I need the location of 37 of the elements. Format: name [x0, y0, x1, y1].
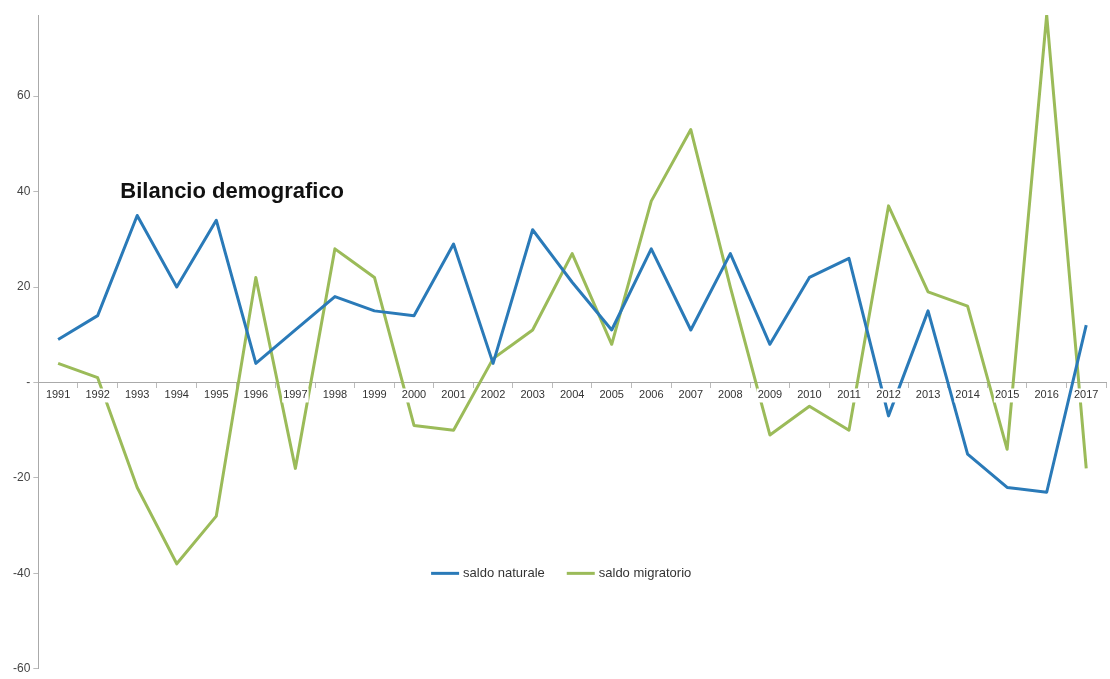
x-tick-label: 1998 [322, 388, 348, 401]
y-tick-label: - [26, 374, 31, 389]
x-tick-label: 1991 [45, 388, 71, 401]
y-tick-label: -60 [13, 661, 31, 676]
x-tick-label: 1994 [164, 388, 189, 401]
y-tick-label: -40 [13, 565, 31, 580]
x-tick-label: 2015 [994, 388, 1020, 401]
y-tick-label: 60 [16, 88, 31, 103]
x-tick-label: 1996 [243, 388, 269, 401]
legend-label: saldo naturale [463, 564, 545, 580]
x-tick-label: 2010 [797, 388, 822, 401]
x-tick-label: 2001 [441, 388, 466, 401]
x-tick-label: 2016 [1034, 388, 1059, 401]
y-tick-label: -20 [13, 470, 31, 485]
x-tick-label: 1993 [124, 388, 150, 401]
x-tick-label: 2013 [915, 388, 941, 401]
x-tick-label: 2014 [955, 388, 980, 401]
x-tick-label: 2017 [1073, 388, 1099, 401]
x-tick-label: 2005 [599, 388, 624, 401]
legend-label: saldo migratorio [598, 564, 692, 580]
y-tick-label: 40 [16, 183, 31, 198]
x-tick-label: 2011 [837, 388, 861, 401]
x-tick-label: 2004 [559, 388, 585, 401]
x-tick-label: 1997 [283, 388, 308, 401]
x-tick-label: 2000 [401, 388, 427, 401]
x-tick-label: 1995 [204, 388, 229, 401]
x-tick-label: 2007 [678, 388, 704, 401]
x-tick-label: 2002 [480, 388, 506, 401]
x-tick-label: 1992 [85, 388, 110, 401]
x-tick-label: 2012 [876, 388, 901, 401]
x-tick-label: 2006 [639, 388, 664, 401]
x-tick-label: 2008 [718, 388, 743, 401]
y-tick-label: 20 [16, 279, 31, 294]
x-tick-label: 2003 [520, 388, 545, 401]
text: Bilancio demografico [120, 177, 345, 203]
x-tick-label: 1999 [362, 388, 387, 401]
x-tick-label: 2009 [757, 388, 783, 401]
